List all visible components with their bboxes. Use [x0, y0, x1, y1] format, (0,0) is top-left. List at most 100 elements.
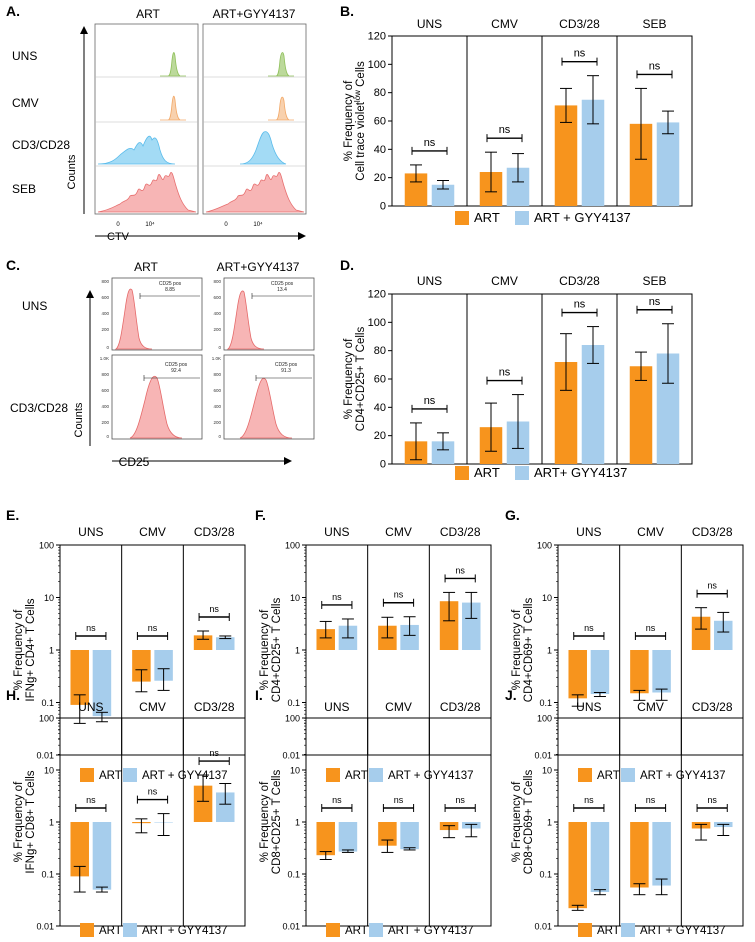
gate-value-cd3-art: 92.4 [171, 368, 181, 374]
y-tick-label: 100 [368, 59, 386, 71]
y-axis-title-line2: CD8+CD69+ T Cells [523, 770, 535, 875]
legend-swatch-gyy [515, 211, 529, 225]
bar-gyy-uns [92, 650, 112, 717]
legend-swatch-gyy [369, 768, 383, 782]
bar-gyy-uns [338, 822, 358, 852]
y-tick-label: 0 [380, 201, 386, 213]
y-tick-label: 1 [49, 646, 54, 656]
legend-swatch-gyy [515, 466, 529, 480]
y-tick-label: 1 [295, 646, 300, 656]
bar-art-seb [629, 123, 653, 206]
panel-b-letter: B. [340, 3, 354, 19]
significance-label: ns [86, 623, 96, 633]
y-tick-label: 10 [44, 593, 54, 603]
panel-h: H. 0.01 0.1 1 10 100 % Frequency of IFNg+ CD8+ … [6, 687, 246, 937]
panel-a-tick-0-art: 0 [116, 222, 120, 228]
y-tick-label: 10 [542, 766, 552, 776]
group-label-seb: SEB [642, 274, 666, 288]
group-label-uns: UNS [324, 525, 349, 539]
panel-a-box-art [94, 23, 199, 215]
y-axis-title-line1: % Frequency of [13, 609, 25, 690]
legend-label-gyy: ART + GYY4137 [388, 770, 474, 782]
gate-value-uns-art: 8.85 [165, 287, 175, 293]
bar-art-cd328 [193, 785, 213, 822]
c-tick-top-gyy-3: 200 [213, 327, 221, 332]
y-axis-title-line1: % Frequency of [259, 609, 271, 690]
significance-label: ns [455, 795, 465, 805]
y-axis-title-line2: Cell trace violetlow Cells [353, 61, 368, 181]
group-label-cmv: CMV [139, 525, 166, 539]
group-label-cd328: CD3/28 [559, 17, 600, 31]
plot-frame [59, 717, 246, 927]
significance-label: ns [707, 581, 717, 591]
c-tick-top-gyy-0: 800 [213, 279, 221, 284]
plot-frame [305, 544, 492, 756]
bar-gyy-uns [590, 650, 610, 695]
panel-a-row-label-seb: SEB [12, 182, 36, 196]
panel-j-letter: J. [505, 687, 517, 703]
panel-g: G. 0.01 0.1 1 10 100 % Frequency of CD4+CD69+ T… [505, 507, 744, 782]
bar-art-cmv [630, 822, 649, 888]
panel-a-row-label-uns: UNS [12, 49, 37, 63]
y-tick-label: 100 [285, 541, 300, 551]
bar-art-cmv [630, 650, 649, 694]
y-tick-label: 100 [39, 714, 54, 724]
significance-label: ns [499, 124, 511, 136]
y-tick-label: 0.01 [282, 751, 300, 761]
y-tick-label: 0.1 [539, 870, 552, 880]
y-axis-title-line2: CD4+CD25+ T Cells [271, 598, 283, 703]
group-label-cd328: CD3/28 [692, 525, 733, 539]
plot-frame [59, 544, 246, 756]
y-axis-title-line2: CD4+CD69+ T Cells [523, 598, 535, 703]
bar-gyy-uns [92, 822, 112, 890]
y-tick-label: 60 [374, 116, 386, 128]
panel-d: D. 0 20 40 60 80 100 120 % Frequency of CD4+CD25+… [340, 257, 693, 480]
y-axis-title-line2: CD8+CD25+ T Cells [271, 770, 283, 875]
panel-f: F. 0.01 0.1 1 10 100 % Frequency of CD4+CD25+ T… [255, 507, 492, 782]
legend-label-art: ART [345, 925, 368, 937]
significance-label: ns [332, 795, 342, 805]
bar-art-seb [629, 366, 653, 464]
y-tick-label: 0.1 [539, 698, 552, 708]
c-tick-top-gyy-4: 0 [218, 345, 221, 350]
panel-c-col-label-gyy: ART+GYY4137 [217, 260, 300, 274]
y-axis-title-line1: % Frequency of [343, 338, 355, 419]
gate-value-uns-gyy: 13.4 [277, 287, 287, 293]
panel-a-y-arrowhead [80, 26, 88, 34]
legend-label-art: ART [597, 925, 620, 937]
c-tick-top-art-2: 400 [101, 311, 109, 316]
panel-c-x-arrowhead [284, 457, 292, 465]
cd25-hist-uns-art [114, 288, 153, 350]
cd25-hist-cd3-gyy [239, 377, 293, 439]
bar-art-uns [568, 822, 587, 909]
significance-label: ns [148, 623, 158, 633]
y-axis-title-line1: % Frequency of [259, 781, 271, 862]
panel-c-y-label: Counts [73, 402, 85, 437]
bar-gyy-cmv [400, 624, 419, 650]
group-label-seb: SEB [642, 17, 666, 31]
bar-gyy-cmv [652, 650, 671, 693]
group-label-uns: UNS [78, 525, 103, 539]
y-tick-label: 1 [547, 646, 552, 656]
y-tick-label: 0.1 [287, 870, 300, 880]
y-axis-title-line1: % Frequency of [13, 781, 25, 862]
significance-label: ns [584, 623, 594, 633]
legend-label-gyy: ART + GYY4137 [640, 925, 726, 937]
c-tick-top-art-0: 800 [101, 279, 109, 284]
panel-a: A. ART ART+GYY4137 UNS CMV CD3/CD28 SEB … [6, 3, 307, 243]
legend-swatch-gyy [369, 923, 383, 937]
c-tick-bot-gyy-1: 800 [213, 372, 221, 377]
legend-swatch-art [326, 768, 340, 782]
c-tick-top-art-3: 200 [101, 327, 109, 332]
y-tick-label: 0.01 [534, 751, 552, 761]
panel-a-row-label-cd3cd28: CD3/CD28 [12, 138, 70, 152]
panel-i-letter: I. [255, 687, 263, 703]
c-tick-bot-gyy-4: 200 [213, 420, 221, 425]
y-tick-label: 1 [547, 818, 552, 828]
c-tick-top-gyy-2: 400 [213, 311, 221, 316]
bar-art-cd328 [554, 105, 578, 206]
y-tick-label: 1 [295, 818, 300, 828]
significance-label: ns [86, 795, 96, 805]
y-tick-label: 10 [290, 593, 300, 603]
panel-c-box-uns-gyy [223, 277, 315, 351]
